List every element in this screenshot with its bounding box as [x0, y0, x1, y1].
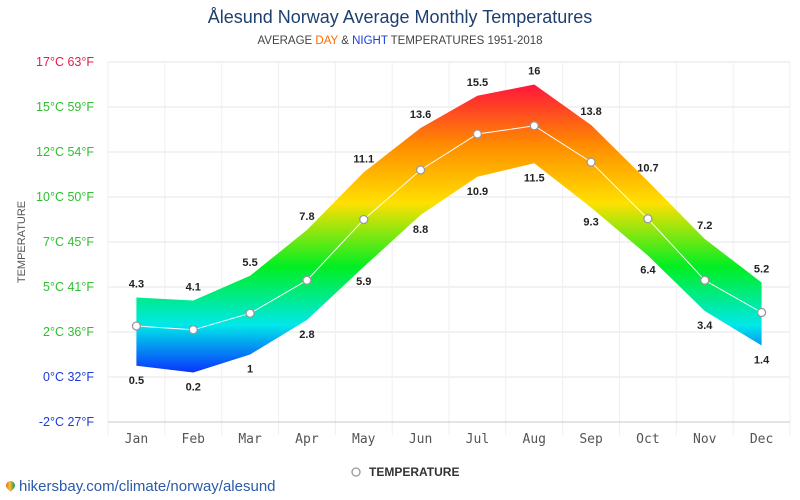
legend-marker — [351, 467, 361, 477]
chart-title: Ålesund Norway Average Monthly Temperatu… — [207, 7, 593, 27]
night-value-label: 5.9 — [356, 276, 371, 288]
subtitle-suffix: TEMPERATURES 1951-2018 — [387, 35, 543, 47]
day-value-label: 5.5 — [242, 257, 257, 269]
night-value-label: 1.4 — [754, 355, 770, 367]
x-tick-label: Jun — [409, 432, 432, 447]
average-point — [700, 275, 710, 285]
source-text: hikersbay.com/climate/norway/alesund — [19, 478, 276, 495]
night-value-label: 11.5 — [524, 172, 545, 184]
chart-subtitle: AVERAGE DAY & NIGHT TEMPERATURES 1951-20… — [0, 35, 800, 47]
night-value-label: 9.3 — [583, 217, 598, 229]
x-tick-label: Jan — [125, 432, 148, 447]
y-tick-label: 17°C 63°F — [36, 55, 94, 69]
average-point — [643, 214, 653, 224]
day-value-label: 16 — [528, 66, 540, 78]
subtitle-amp: & — [338, 35, 353, 47]
day-value-label: 7.2 — [697, 220, 712, 232]
average-point — [472, 129, 483, 139]
average-point — [529, 121, 539, 131]
y-tick-label: 12°C 54°F — [36, 145, 94, 159]
x-tick-label: Apr — [295, 432, 319, 447]
average-line — [131, 121, 767, 335]
night-value-label: 2.8 — [299, 329, 314, 341]
subtitle-day: DAY — [315, 35, 338, 47]
x-tick-label: May — [352, 432, 376, 447]
x-tick-label: Sep — [579, 432, 603, 447]
average-point — [131, 321, 142, 331]
night-value-label: 0.2 — [186, 382, 201, 394]
day-value-label: 13.6 — [410, 109, 431, 121]
temperature-band — [136, 84, 762, 373]
average-point — [586, 157, 596, 167]
average-point — [188, 325, 198, 335]
night-value-label: 8.8 — [413, 224, 428, 236]
y-tick-label: -2°C 27°F — [39, 415, 95, 429]
night-value-label: 0.5 — [129, 375, 144, 387]
x-tick-label: Feb — [182, 432, 206, 447]
day-value-label: 7.8 — [299, 211, 314, 223]
day-value-label: 5.2 — [754, 264, 769, 276]
night-value-label: 3.4 — [697, 320, 713, 332]
subtitle-prefix: AVERAGE — [257, 35, 316, 47]
temperature-band-area — [136, 84, 762, 373]
y-tick-label: 7°C 45°F — [43, 235, 94, 249]
y-tick-label: 5°C 41°F — [43, 280, 94, 294]
day-value-label: 15.5 — [467, 77, 488, 89]
average-point — [359, 214, 369, 225]
x-tick-label: Jul — [466, 432, 489, 447]
average-point — [302, 275, 312, 285]
legend-label: TEMPERATURE — [369, 465, 459, 479]
x-tick-label: Nov — [693, 432, 717, 447]
night-value-label: 10.9 — [467, 186, 488, 198]
night-value-label: 1 — [247, 364, 253, 376]
data-labels: 4.3 4.1 5.5 7.8 11.1 13.6 15.5 16 13.8 10.7 7.2 5.2… — [129, 66, 770, 394]
x-tick-label: Dec — [750, 432, 773, 447]
source-link[interactable]: hikersbay.com/climate/norway/alesund — [4, 478, 276, 495]
average-point — [245, 308, 255, 318]
x-tick-label: Aug — [523, 432, 546, 447]
subtitle-night: NIGHT — [352, 35, 388, 47]
average-line-path — [136, 125, 762, 331]
y-tick-label: 0°C 32°F — [43, 370, 94, 384]
average-point — [415, 165, 426, 175]
x-tick-label: Mar — [238, 432, 262, 447]
location-pin-icon — [4, 479, 17, 492]
y-tick-label: 10°C 50°F — [36, 190, 94, 204]
day-value-label: 4.3 — [129, 279, 144, 291]
y-tick-label: 2°C 36°F — [43, 325, 94, 339]
night-value-label: 6.4 — [640, 265, 656, 277]
day-value-label: 10.7 — [637, 162, 658, 174]
day-value-label: 13.8 — [580, 106, 601, 118]
average-point — [756, 307, 767, 318]
legend[interactable]: TEMPERATURE — [351, 465, 459, 479]
y-tick-label: 15°C 59°F — [36, 100, 94, 114]
day-value-label: 4.1 — [186, 282, 201, 294]
day-value-label: 11.1 — [353, 153, 374, 165]
axes: -2°C 27°F 0°C 32°F 2°C 36°F 5°C 41°F 7°C 45°… — [16, 55, 790, 447]
x-tick-label: Oct — [636, 432, 659, 447]
y-axis-title: TEMPERATURE — [16, 201, 28, 283]
